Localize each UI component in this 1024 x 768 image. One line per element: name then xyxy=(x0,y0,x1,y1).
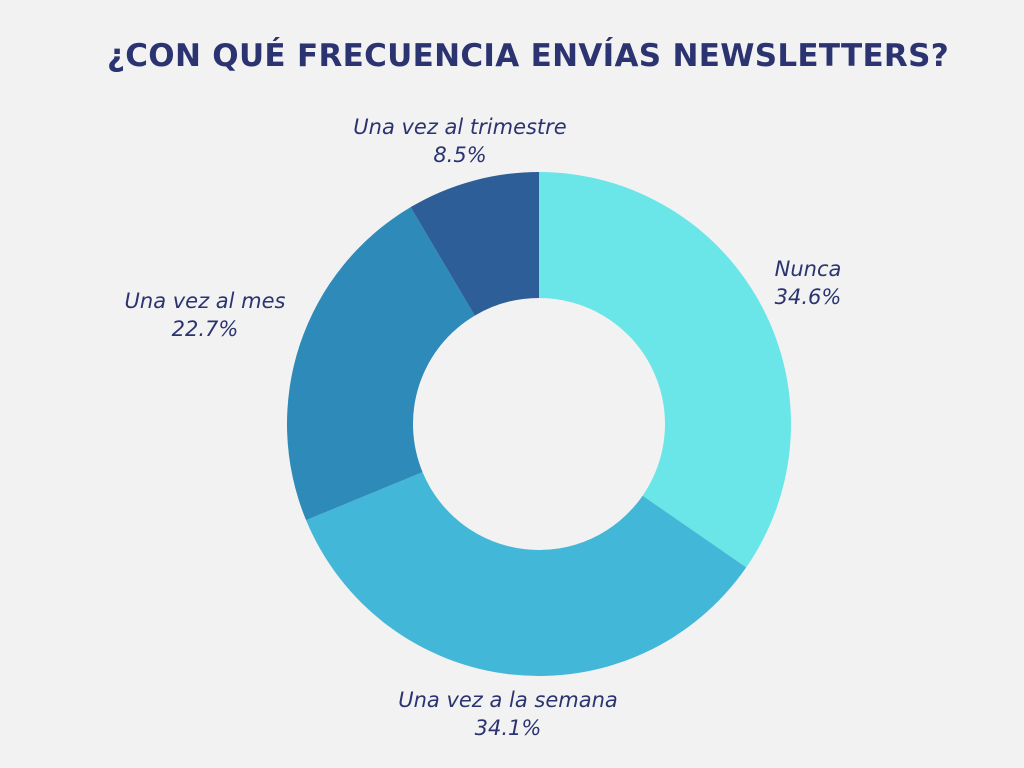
slice-value-label: 34.1% xyxy=(475,716,542,740)
slice-label: Una vez a la semana xyxy=(398,688,618,712)
labels-group: Nunca 34.6% Una vez a la semana 34.1% Una ve… xyxy=(125,115,842,740)
slice-label: Una vez al mes xyxy=(125,289,286,313)
slice-value-label: 34.6% xyxy=(775,285,842,309)
slice-una-vez-al-mes xyxy=(287,207,475,521)
slice-una-vez-al-trimestre xyxy=(410,172,539,316)
slice-label: Una vez al trimestre xyxy=(353,115,566,139)
slice-nunca xyxy=(539,172,792,568)
slices-group xyxy=(287,172,792,677)
slice-label: Nunca xyxy=(775,257,842,281)
slice-value-label: 22.7% xyxy=(172,317,239,341)
slice-value-label: 8.5% xyxy=(433,143,486,167)
chart-title: ¿CON QUÉ FRECUENCIA ENVÍAS NEWSLETTERS? xyxy=(106,38,950,74)
slice-una-vez-a-la-semana xyxy=(306,472,747,677)
